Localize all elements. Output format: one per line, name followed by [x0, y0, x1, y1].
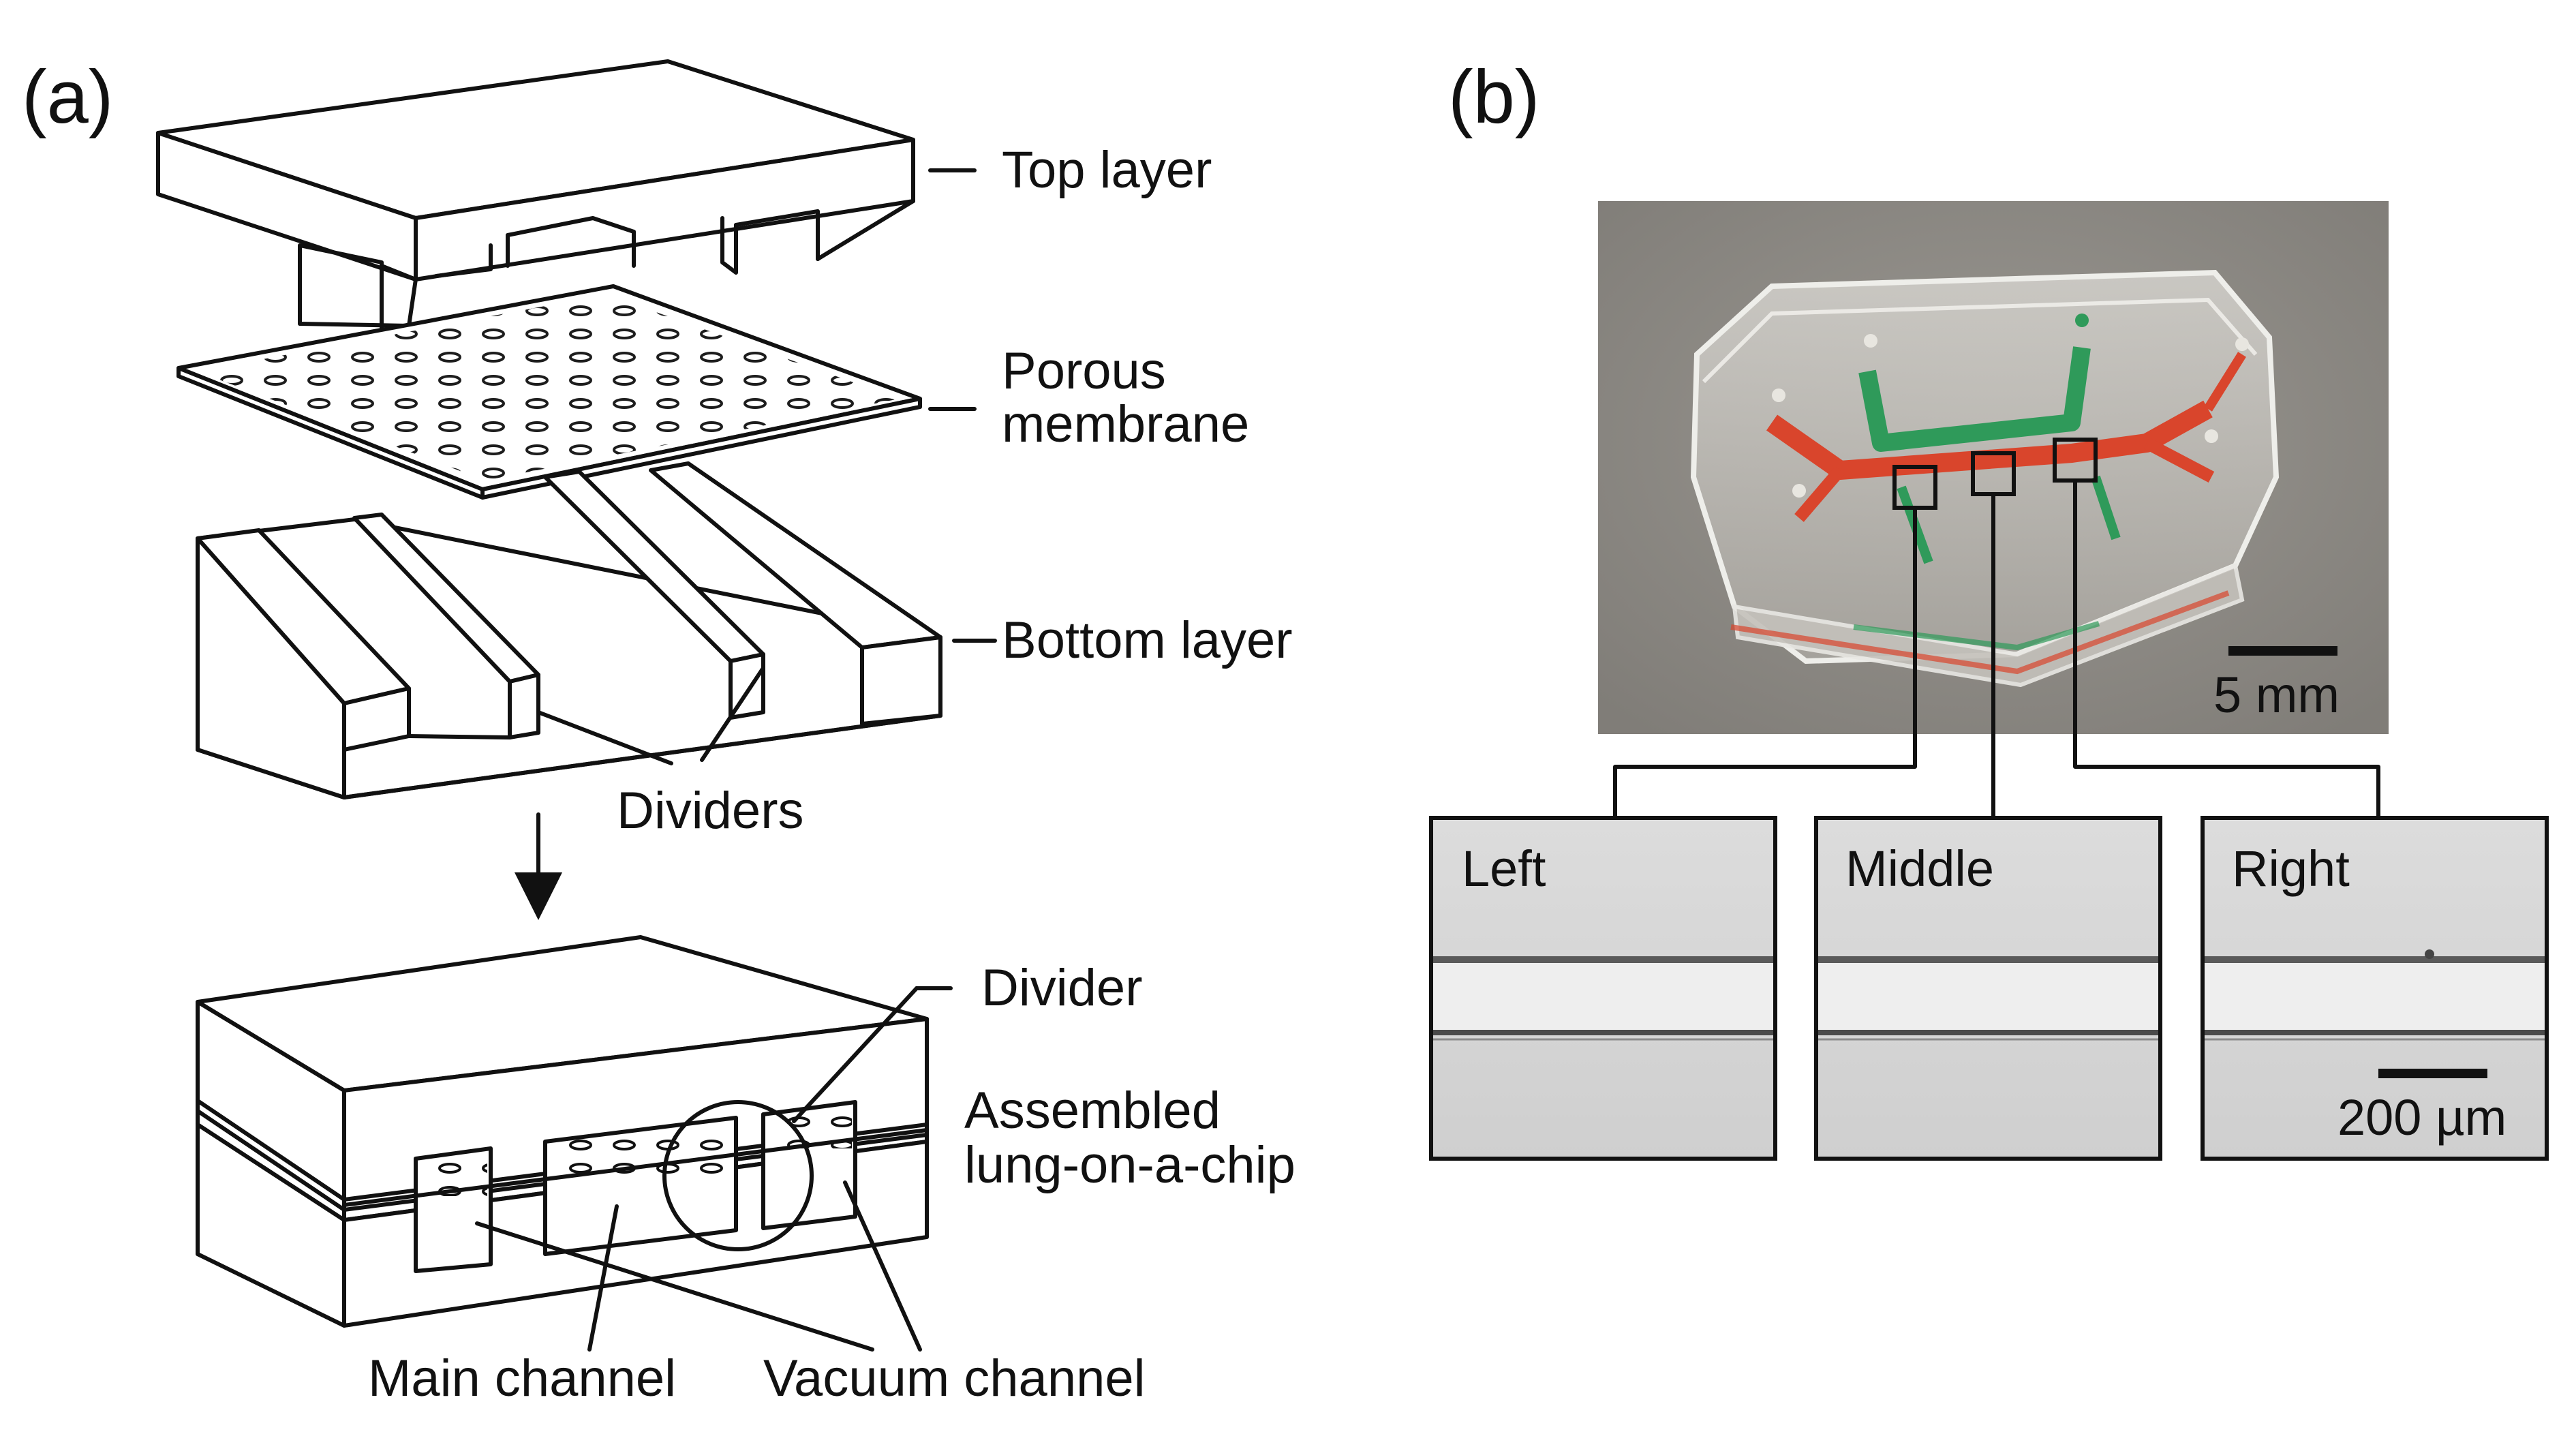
porous-membrane: [177, 284, 922, 500]
micrograph-left: [1429, 816, 1777, 1161]
assembled-chip: [196, 935, 929, 1328]
panel-label-b: (b): [1448, 55, 1539, 139]
top-layer-block: [156, 59, 915, 336]
scale-label-photo: 5 mm: [2213, 667, 2340, 723]
region-connectors: [1613, 478, 2380, 820]
label-dividers: Dividers: [617, 782, 804, 840]
bottom-layer-block: [196, 461, 942, 799]
divider-leader: [792, 986, 919, 1123]
micrograph-label-right: Right: [2232, 840, 2350, 897]
label-top-layer: Top layer: [1002, 141, 1212, 199]
scale-label-micro: 200 µm: [2337, 1089, 2506, 1146]
label-porous-1: Porous: [1002, 342, 1166, 400]
label-main-channel: Main channel: [368, 1349, 676, 1407]
main-channel-leader: [587, 1204, 619, 1352]
dividers-leader-1: [536, 710, 673, 765]
label-assembled-1: Assembled: [964, 1082, 1221, 1140]
micrograph-label-middle: Middle: [1845, 840, 1994, 897]
label-divider: Divider: [981, 959, 1143, 1017]
label-bottom-layer: Bottom layer: [1002, 611, 1293, 669]
label-porous-2: membrane: [1002, 395, 1249, 453]
dividers-leader-2: [700, 666, 765, 762]
label-assembled-2: lung-on-a-chip: [964, 1136, 1295, 1194]
micrograph-label-left: Left: [1462, 840, 1546, 897]
micrograph-middle: [1814, 816, 2162, 1161]
assembly-arrow: [515, 812, 562, 920]
vacuum-leader-2: [843, 1180, 922, 1352]
vacuum-leader-1: [475, 1221, 874, 1352]
label-vacuum-channel: Vacuum channel: [763, 1349, 1146, 1407]
panel-label-a: (a): [22, 55, 113, 139]
micrograph-right: [2201, 816, 2549, 1161]
